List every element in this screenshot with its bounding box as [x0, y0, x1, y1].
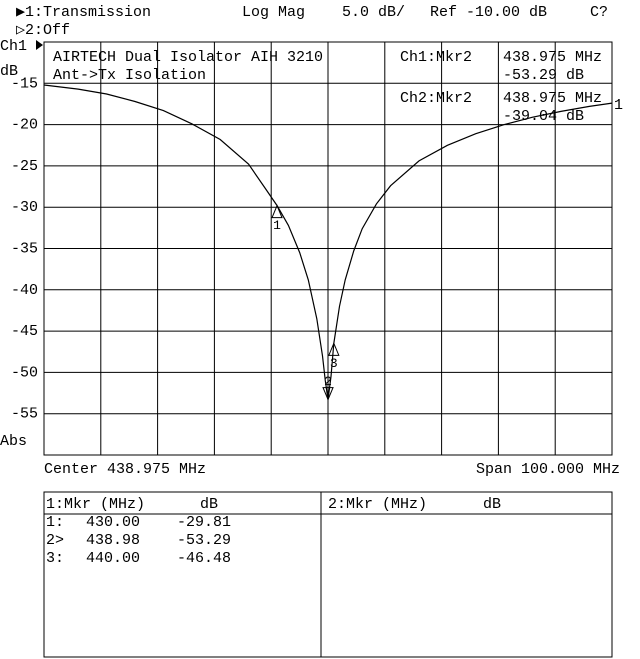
y-tick-label: -20	[11, 117, 38, 134]
y-tick-label: -50	[11, 364, 38, 381]
channel1-label: ▶1:Transmission	[16, 4, 151, 21]
channel-pointer	[36, 40, 43, 50]
table-header: 1:Mkr (MHz)	[46, 496, 145, 513]
marker-table-frame	[43, 491, 613, 658]
table-cell: 1:	[46, 514, 64, 531]
channel2-label: ▷2:Off	[16, 22, 70, 39]
y-tick-label: -30	[11, 199, 38, 216]
y-tick-label: -40	[11, 282, 38, 299]
readout-level: -39.04 dB	[503, 108, 584, 125]
readout-freq: 438.975 MHz	[503, 49, 602, 66]
table-header: dB	[483, 496, 501, 513]
table-cell: 430.00	[86, 514, 140, 531]
readout-level: -53.29 dB	[503, 67, 584, 84]
y-tick-label: -45	[11, 323, 38, 340]
side-unit: dB	[0, 63, 18, 80]
readout-freq: 438.975 MHz	[503, 90, 602, 107]
readout-name: Ch2:Mkr2	[400, 90, 472, 107]
table-cell: -53.29	[177, 532, 231, 549]
table-cell: 440.00	[86, 550, 140, 567]
table-cell: 2>	[46, 532, 64, 549]
table-cell: 438.98	[86, 532, 140, 549]
marker	[322, 387, 334, 401]
x-center: Center 438.975 MHz	[44, 461, 206, 478]
table-cell: -29.81	[177, 514, 231, 531]
y-tick-label: -35	[11, 240, 38, 257]
chart-title: AIRTECH Dual Isolator AIH 3210	[53, 49, 323, 66]
table-header: dB	[200, 496, 218, 513]
y-tick-label: -15	[11, 75, 38, 92]
marker	[271, 204, 283, 219]
table-cell: -46.48	[177, 550, 231, 567]
y-tick-label: -55	[11, 406, 38, 423]
scale: 5.0 dB/	[342, 4, 405, 21]
reference: Ref -10.00 dB	[430, 4, 547, 21]
marker-label: 1	[273, 218, 281, 233]
y-tick-label: -25	[11, 158, 38, 175]
status: C?	[590, 4, 608, 21]
format: Log Mag	[242, 4, 305, 21]
marker-label: 2	[324, 374, 332, 389]
x-span: Span 100.000 MHz	[476, 461, 620, 478]
side-channel: Ch1	[0, 38, 27, 55]
table-cell: 3:	[46, 550, 64, 567]
trace-label: 1	[614, 97, 623, 114]
marker	[328, 342, 340, 356]
side-mode: Abs	[0, 433, 27, 450]
table-header: 2:Mkr (MHz)	[328, 496, 427, 513]
readout-name: Ch1:Mkr2	[400, 49, 472, 66]
chart-subtitle: Ant->Tx Isolation	[53, 67, 206, 84]
marker-label: 3	[330, 356, 338, 371]
